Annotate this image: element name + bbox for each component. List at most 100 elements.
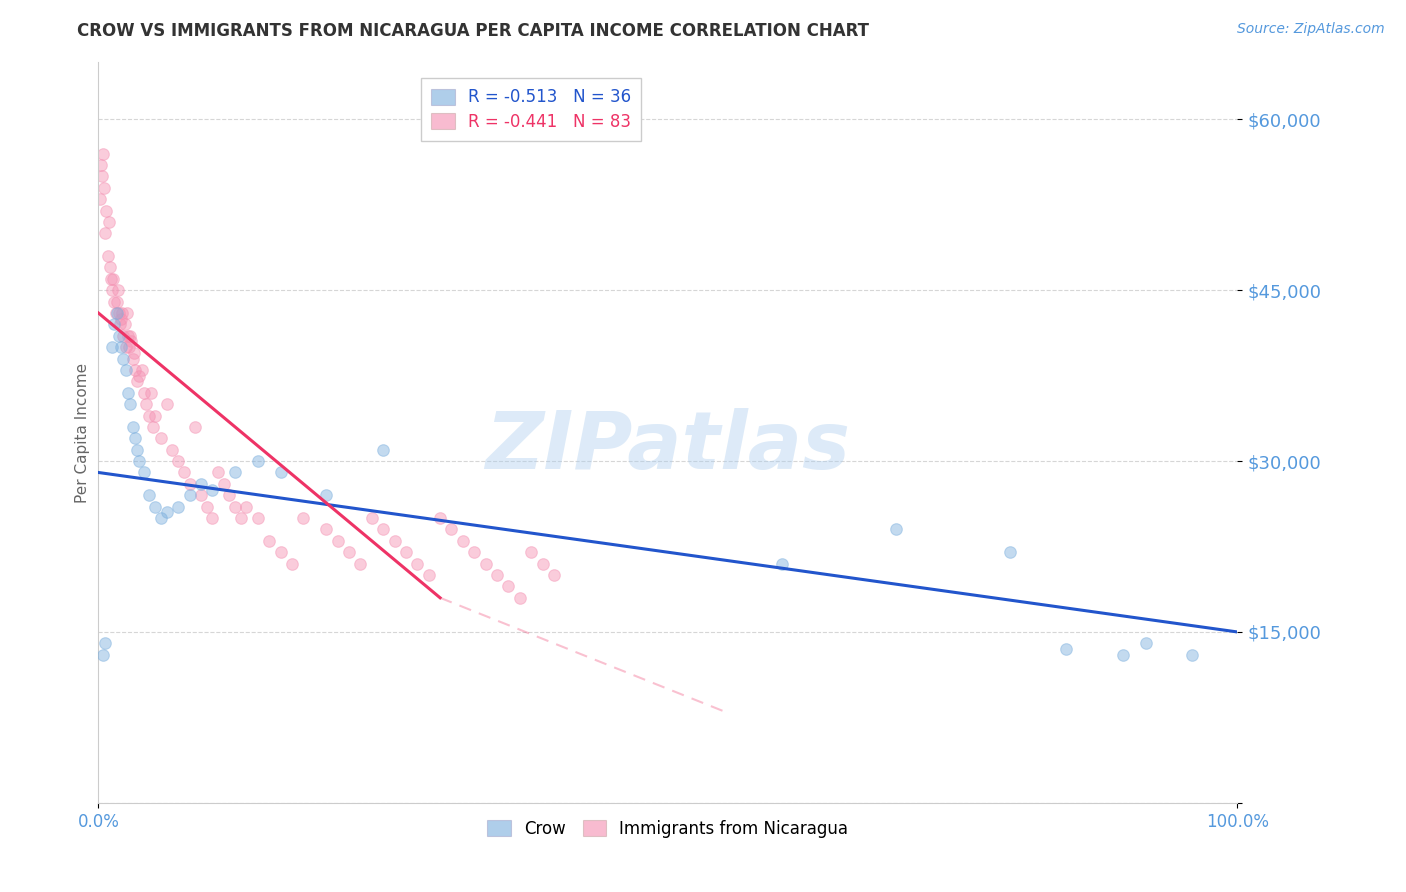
Point (770, 557, 793, 571)
Point (451, 533, 474, 548)
Point (104, 306, 127, 320)
Point (167, 500, 190, 514)
Point (195, 500, 218, 514)
Point (884, 523, 907, 537)
Point (107, 283, 129, 297)
Point (531, 557, 554, 571)
Point (127, 375, 149, 389)
Point (395, 545, 418, 559)
Point (315, 523, 337, 537)
Point (132, 466, 155, 480)
Point (292, 511, 315, 525)
Point (162, 442, 184, 457)
Text: Source: ZipAtlas.com: Source: ZipAtlas.com (1237, 22, 1385, 37)
Point (543, 568, 565, 582)
Point (90, 169, 112, 184)
Point (122, 346, 145, 360)
Point (142, 420, 165, 434)
Point (96, 203, 118, 218)
Point (145, 409, 167, 423)
Point (179, 488, 201, 502)
Point (114, 363, 136, 377)
Point (259, 533, 281, 548)
Point (91, 648, 114, 662)
Point (224, 500, 246, 514)
Point (103, 272, 125, 286)
Legend: Crow, Immigrants from Nicaragua: Crow, Immigrants from Nicaragua (479, 812, 856, 847)
Point (179, 476, 201, 491)
Point (156, 397, 179, 411)
Point (105, 306, 128, 320)
Point (100, 272, 122, 286)
Point (360, 511, 382, 525)
Y-axis label: Per Capita Income: Per Capita Income (75, 362, 90, 503)
Point (246, 454, 269, 468)
Point (184, 420, 207, 434)
Point (315, 488, 337, 502)
Point (406, 557, 429, 571)
Point (520, 545, 543, 559)
Point (371, 442, 394, 457)
Point (112, 351, 135, 366)
Point (150, 511, 173, 525)
Point (998, 545, 1021, 559)
Point (108, 328, 131, 343)
Point (150, 431, 173, 445)
Point (190, 488, 212, 502)
Point (486, 568, 509, 582)
Point (190, 476, 212, 491)
Point (131, 363, 153, 377)
Point (110, 311, 132, 326)
Point (207, 466, 229, 480)
Point (281, 557, 304, 571)
Point (114, 318, 136, 332)
Point (94, 636, 117, 650)
Point (128, 368, 150, 383)
Point (224, 466, 246, 480)
Point (270, 545, 292, 559)
Point (246, 511, 269, 525)
Point (418, 568, 440, 582)
Point (110, 340, 132, 354)
Point (429, 511, 451, 525)
Point (103, 294, 125, 309)
Point (115, 306, 138, 320)
Point (139, 385, 162, 400)
Point (145, 500, 167, 514)
Point (337, 545, 360, 559)
Point (173, 466, 195, 480)
Text: CROW VS IMMIGRANTS FROM NICARAGUA PER CAPITA INCOME CORRELATION CHART: CROW VS IMMIGRANTS FROM NICARAGUA PER CA… (77, 22, 869, 40)
Point (124, 431, 146, 445)
Point (90, 158, 112, 172)
Point (1181, 648, 1204, 662)
Point (1135, 636, 1157, 650)
Point (121, 420, 143, 434)
Point (108, 318, 131, 332)
Point (440, 523, 463, 537)
Point (120, 334, 142, 349)
Point (105, 294, 128, 309)
Point (135, 397, 157, 411)
Point (218, 488, 240, 502)
Point (498, 579, 520, 593)
Point (114, 340, 136, 354)
Text: ZIPatlas: ZIPatlas (485, 409, 851, 486)
Point (120, 328, 142, 343)
Point (89, 192, 111, 206)
Point (509, 591, 531, 605)
Point (326, 533, 349, 548)
Point (229, 511, 252, 525)
Point (96, 249, 118, 263)
Point (103, 318, 125, 332)
Point (94, 227, 117, 241)
Point (349, 557, 371, 571)
Point (118, 340, 141, 354)
Point (138, 488, 160, 502)
Point (93, 180, 115, 194)
Point (91, 146, 114, 161)
Point (117, 328, 139, 343)
Point (112, 328, 135, 343)
Point (201, 483, 224, 497)
Point (101, 340, 124, 354)
Point (111, 306, 134, 320)
